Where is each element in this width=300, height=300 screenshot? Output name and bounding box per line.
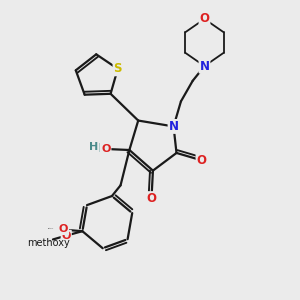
Text: H: H [89,142,99,152]
Text: methoxy: methoxy [27,238,70,248]
Text: H: H [91,142,100,155]
Text: O: O [61,231,71,241]
Text: S: S [113,62,122,75]
Text: N: N [169,120,178,133]
Text: O: O [196,154,206,167]
Text: methoxy: methoxy [47,241,53,242]
Text: O: O [59,224,68,234]
Text: methoxy: methoxy [48,228,54,229]
Text: O: O [200,13,209,26]
Text: O: O [146,192,157,205]
Text: N: N [200,60,209,73]
Text: O: O [101,143,110,154]
